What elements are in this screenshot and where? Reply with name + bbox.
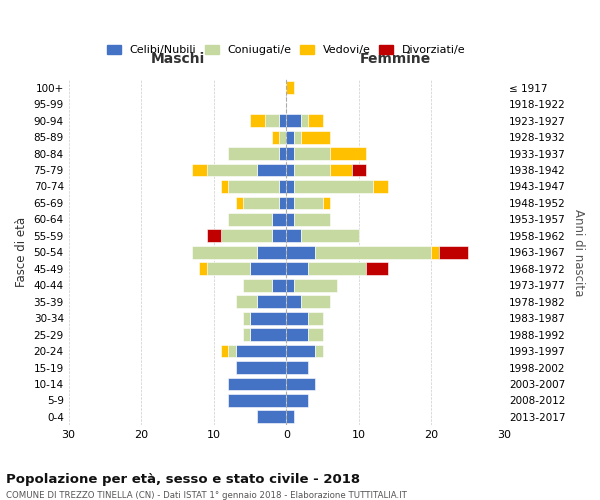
Bar xyxy=(228,394,286,407)
Text: COMUNE DI TREZZO TINELLA (CN) - Dati ISTAT 1° gennaio 2018 - Elaborazione TUTTIT: COMUNE DI TREZZO TINELLA (CN) - Dati IST… xyxy=(6,491,407,500)
Bar xyxy=(236,196,243,209)
Bar xyxy=(286,361,308,374)
Bar xyxy=(301,230,359,242)
Bar xyxy=(286,262,308,275)
Bar xyxy=(279,180,286,193)
Bar xyxy=(286,344,316,358)
Bar xyxy=(286,147,293,160)
Bar xyxy=(286,130,293,143)
Bar xyxy=(293,196,323,209)
Bar xyxy=(221,344,228,358)
Bar xyxy=(279,147,286,160)
Bar xyxy=(286,180,293,193)
Bar xyxy=(250,114,265,127)
Bar xyxy=(366,262,388,275)
Text: Popolazione per età, sesso e stato civile - 2018: Popolazione per età, sesso e stato civil… xyxy=(6,472,360,486)
Bar xyxy=(293,130,301,143)
Bar xyxy=(301,296,330,308)
Bar xyxy=(293,279,337,291)
Bar xyxy=(272,279,286,291)
Bar xyxy=(236,344,286,358)
Y-axis label: Fasce di età: Fasce di età xyxy=(15,218,28,288)
Bar xyxy=(286,196,293,209)
Bar xyxy=(272,230,286,242)
Bar xyxy=(257,410,286,424)
Bar xyxy=(279,130,286,143)
Bar xyxy=(228,180,279,193)
Bar xyxy=(286,410,293,424)
Bar xyxy=(243,312,250,324)
Bar xyxy=(431,246,439,258)
Bar xyxy=(286,213,293,226)
Bar xyxy=(439,246,467,258)
Text: Femmine: Femmine xyxy=(359,52,431,66)
Bar xyxy=(286,82,293,94)
Bar xyxy=(206,230,221,242)
Bar xyxy=(228,213,272,226)
Bar xyxy=(257,246,286,258)
Bar xyxy=(286,164,293,176)
Bar xyxy=(236,361,286,374)
Bar xyxy=(206,164,257,176)
Bar xyxy=(228,344,236,358)
Bar xyxy=(293,164,330,176)
Bar xyxy=(308,312,323,324)
Bar xyxy=(228,147,279,160)
Bar xyxy=(279,114,286,127)
Bar xyxy=(206,262,250,275)
Bar xyxy=(301,114,308,127)
Bar xyxy=(293,180,373,193)
Bar xyxy=(250,328,286,341)
Bar xyxy=(308,262,366,275)
Bar xyxy=(286,394,308,407)
Bar xyxy=(192,164,206,176)
Bar xyxy=(308,114,323,127)
Bar xyxy=(221,180,228,193)
Bar xyxy=(228,378,286,390)
Bar xyxy=(323,196,330,209)
Bar xyxy=(330,147,366,160)
Bar xyxy=(286,312,308,324)
Bar xyxy=(316,344,323,358)
Bar xyxy=(221,230,272,242)
Bar xyxy=(293,213,330,226)
Bar xyxy=(293,147,330,160)
Bar xyxy=(243,328,250,341)
Bar xyxy=(286,296,301,308)
Text: Maschi: Maschi xyxy=(151,52,205,66)
Bar xyxy=(250,262,286,275)
Bar xyxy=(286,378,316,390)
Bar xyxy=(308,328,323,341)
Bar xyxy=(243,279,272,291)
Bar xyxy=(286,114,301,127)
Bar xyxy=(257,296,286,308)
Bar xyxy=(286,279,293,291)
Bar xyxy=(286,246,316,258)
Bar xyxy=(286,328,308,341)
Bar xyxy=(236,296,257,308)
Y-axis label: Anni di nascita: Anni di nascita xyxy=(572,208,585,296)
Bar xyxy=(330,164,352,176)
Bar xyxy=(257,164,286,176)
Bar xyxy=(243,196,279,209)
Bar xyxy=(250,312,286,324)
Legend: Celibi/Nubili, Coniugati/e, Vedovi/e, Divorziati/e: Celibi/Nubili, Coniugati/e, Vedovi/e, Di… xyxy=(103,40,470,60)
Bar xyxy=(272,213,286,226)
Bar xyxy=(199,262,206,275)
Bar xyxy=(373,180,388,193)
Bar xyxy=(301,130,330,143)
Bar xyxy=(286,230,301,242)
Bar xyxy=(272,130,279,143)
Bar xyxy=(279,196,286,209)
Bar xyxy=(265,114,279,127)
Bar xyxy=(192,246,257,258)
Bar xyxy=(352,164,366,176)
Bar xyxy=(316,246,431,258)
